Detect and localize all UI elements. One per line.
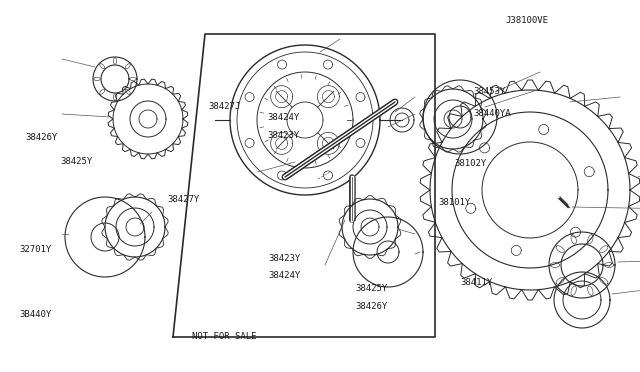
Text: 38101Y: 38101Y — [438, 198, 470, 207]
Polygon shape — [554, 272, 610, 328]
Text: 38425Y: 38425Y — [61, 157, 93, 166]
Polygon shape — [100, 192, 170, 262]
Polygon shape — [93, 57, 137, 101]
Text: 38425Y: 38425Y — [355, 284, 387, 293]
Text: 3B440Y: 3B440Y — [19, 310, 51, 319]
Polygon shape — [230, 45, 380, 195]
Text: 38427J: 38427J — [208, 102, 240, 110]
Text: 38423Y: 38423Y — [269, 254, 301, 263]
Polygon shape — [549, 232, 615, 298]
Text: 38453Y: 38453Y — [474, 87, 506, 96]
Text: 38102Y: 38102Y — [454, 159, 486, 168]
Polygon shape — [107, 78, 189, 160]
Text: 38424Y: 38424Y — [269, 271, 301, 280]
Text: NOT FOR SALE: NOT FOR SALE — [192, 332, 257, 341]
Text: 38427Y: 38427Y — [168, 195, 200, 203]
Text: 38411Y: 38411Y — [461, 278, 493, 287]
Text: 32701Y: 32701Y — [19, 245, 51, 254]
Text: J38100VE: J38100VE — [506, 16, 548, 25]
Polygon shape — [337, 194, 403, 260]
Polygon shape — [418, 78, 640, 302]
Polygon shape — [353, 217, 423, 287]
Text: 38426Y: 38426Y — [26, 133, 58, 142]
Text: 38423Y: 38423Y — [268, 131, 300, 140]
Text: 38424Y: 38424Y — [268, 113, 300, 122]
Polygon shape — [423, 80, 497, 154]
Polygon shape — [65, 197, 145, 277]
Polygon shape — [418, 84, 488, 154]
Text: 38440YA: 38440YA — [474, 109, 511, 118]
Text: 38426Y: 38426Y — [355, 302, 387, 311]
